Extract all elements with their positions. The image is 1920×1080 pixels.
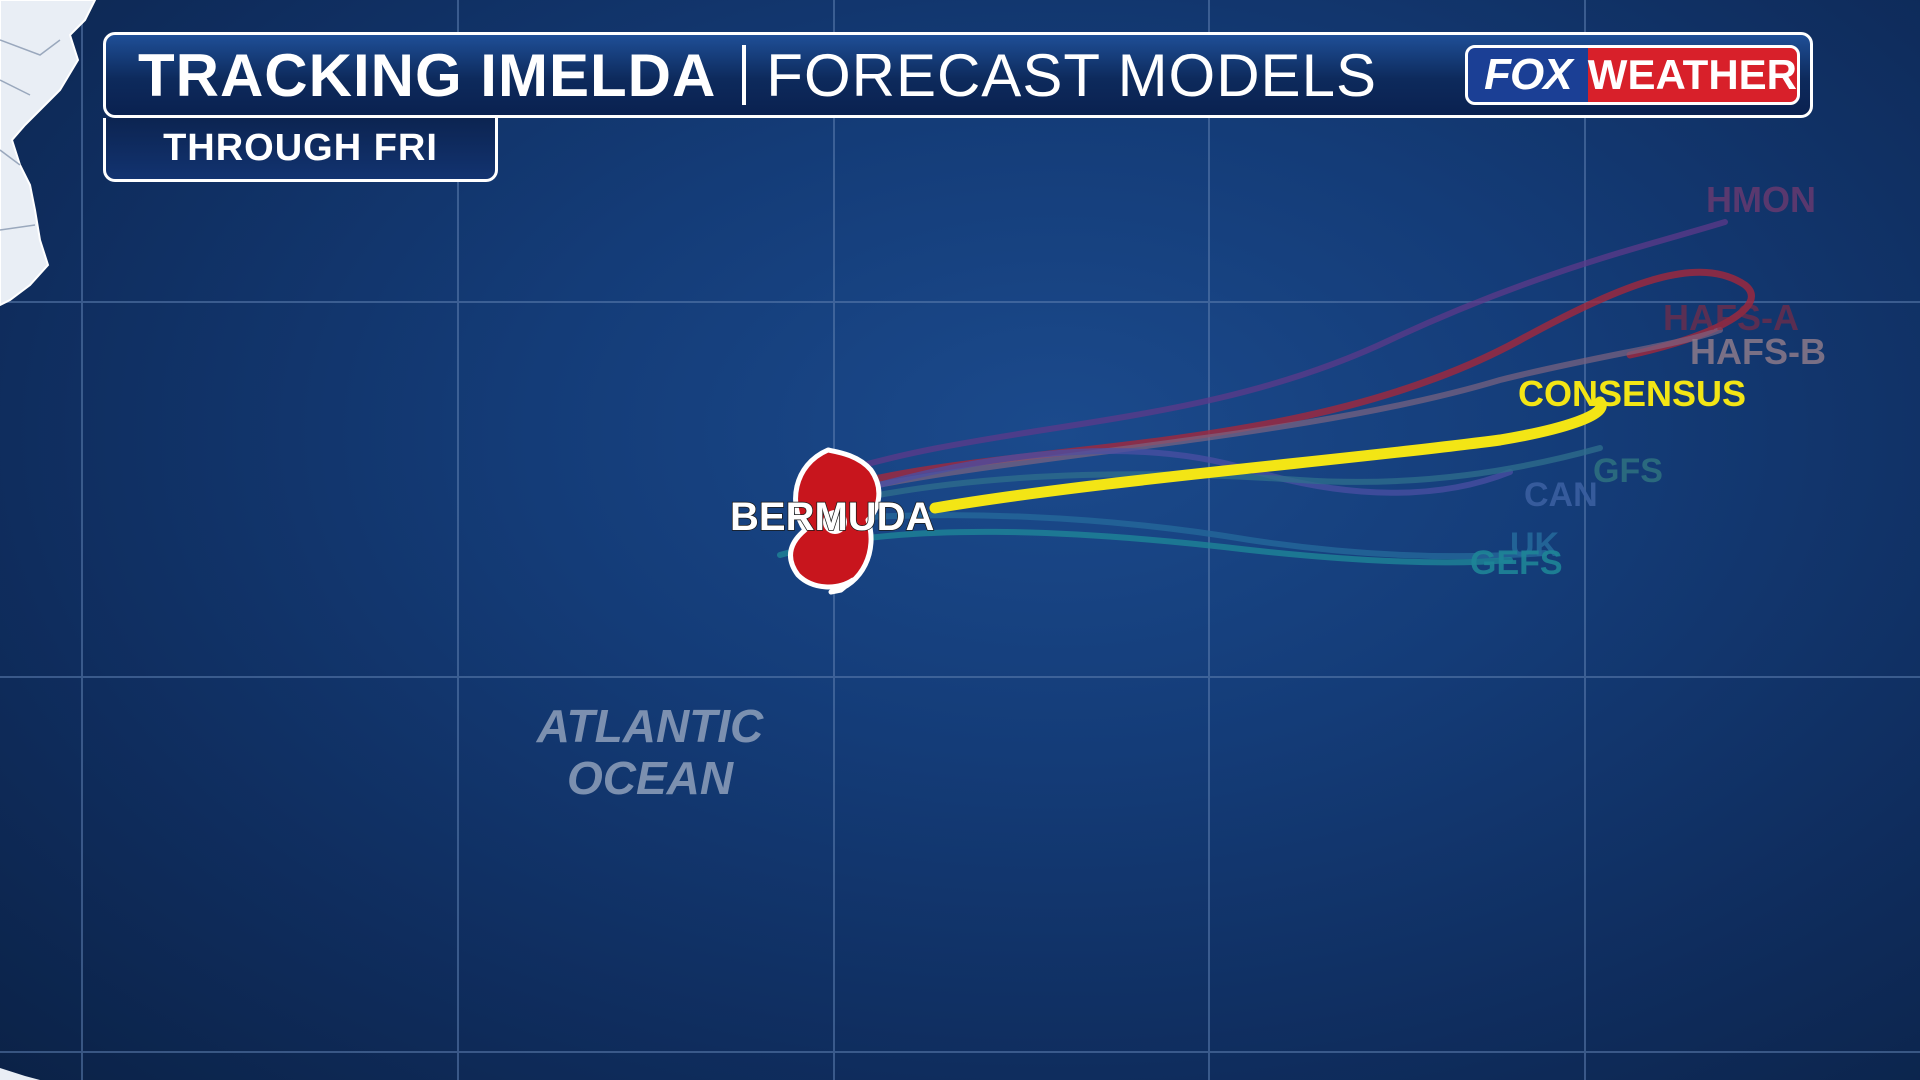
label-gfs: GFS <box>1593 452 1663 490</box>
track-hafs-b <box>827 327 1723 498</box>
title-divider <box>742 45 747 105</box>
page-title: TRACKING IMELDA <box>138 41 717 109</box>
label-hafs-b: HAFS-B <box>1690 331 1826 372</box>
track-hmon <box>827 219 1728 478</box>
label-uk: UK <box>1510 526 1560 564</box>
label-can: CAN <box>1524 476 1598 514</box>
label-gefs: GEFS <box>1470 544 1563 582</box>
label-hafs-a: HAFS-A <box>1663 297 1799 338</box>
track-consensus <box>929 396 1607 514</box>
track-gfs <box>827 445 1603 508</box>
model-tracks <box>777 219 1755 566</box>
track-uk <box>817 512 1548 560</box>
coastline-bottom <box>0 1068 40 1080</box>
label-hmon: HMON <box>1706 179 1816 220</box>
model-labels: HMON HAFS-A HAFS-B CONSENSUS GFS CAN UK … <box>1470 179 1826 582</box>
state-borders <box>0 39 61 231</box>
title-bar: TRACKING IMELDA FORECAST MODELS FOX WEAT… <box>103 32 1813 118</box>
ocean-label: ATLANTIC OCEAN <box>500 700 800 804</box>
location-label-bermuda: BERMUDA <box>730 495 934 539</box>
fox-weather-logo: FOX WEATHER <box>1465 45 1800 105</box>
label-consensus: CONSENSUS <box>1518 373 1746 414</box>
hurricane-icon <box>787 447 882 595</box>
logo-fox-text: FOX <box>1468 48 1588 102</box>
track-gefs <box>777 528 1513 566</box>
period-tab: THROUGH FRI <box>103 118 498 182</box>
logo-weather-text: WEATHER <box>1587 48 1797 102</box>
coastline-landmass <box>0 0 97 307</box>
ocean-label-line2: OCEAN <box>566 752 734 804</box>
ocean-label-line1: ATLANTIC <box>536 700 764 752</box>
page-subtitle: FORECAST MODELS <box>766 41 1377 109</box>
